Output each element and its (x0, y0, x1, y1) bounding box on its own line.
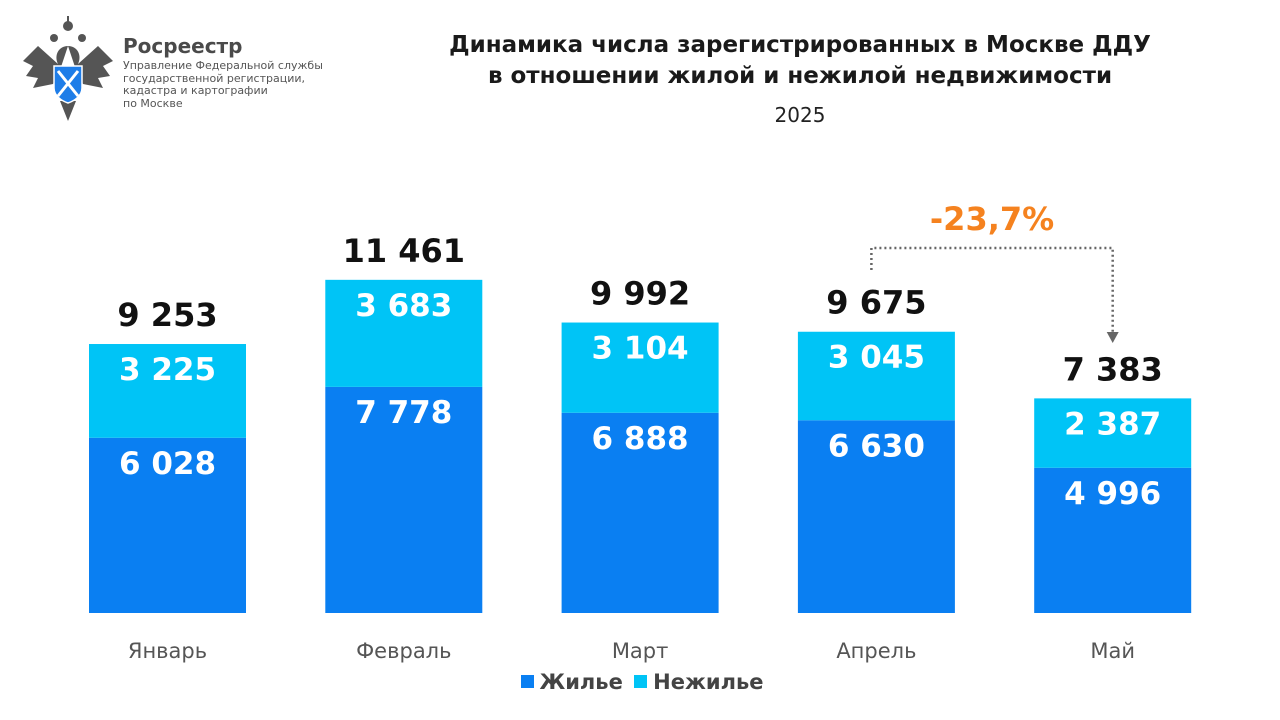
annotation-arrow-line (870, 246, 1114, 332)
subtitle-line: кадастра и картографии (123, 84, 268, 97)
segment-label: 6 888 (592, 421, 689, 457)
bar-segment-residential (89, 437, 246, 613)
category-label: Февраль (356, 639, 451, 663)
bar-segment-residential (325, 386, 483, 613)
segment-label: 3 104 (592, 331, 689, 367)
legend-label-nonresidential: Нежилье (653, 670, 764, 694)
total-label: 9 675 (826, 284, 926, 322)
category-label: Март (612, 639, 669, 663)
bar-segment-nonresidential (1034, 398, 1192, 468)
bar-segment-nonresidential (325, 279, 483, 387)
bar-segment-residential (1034, 467, 1192, 613)
subtitle-line: Управление Федеральной службы (123, 59, 323, 72)
arrow-head-icon (1106, 332, 1119, 343)
subtitle-line: государственной регистрации, (123, 71, 305, 85)
segment-label: 2 387 (1064, 406, 1161, 442)
total-label: 9 992 (590, 275, 690, 313)
total-label: 9 253 (117, 296, 217, 334)
title-line: в отношении жилой и нежилой недвижимости (487, 63, 1113, 89)
chart-subtitle: 2025 (774, 103, 826, 127)
total-label: 11 461 (343, 232, 465, 270)
segment-label: 4 996 (1064, 476, 1161, 512)
bar-segment-nonresidential (89, 344, 246, 438)
bar-segment-residential (797, 420, 955, 613)
bar-segment-nonresidential (797, 331, 955, 421)
category-label: Апрель (836, 639, 916, 663)
category-label: Январь (128, 639, 207, 663)
segment-label: 3 683 (355, 288, 452, 324)
legend-label-residential: Жилье (539, 670, 623, 694)
segment-label: 3 045 (828, 340, 925, 376)
legend: Жилье Нежилье (0, 670, 1280, 694)
bar-segment-nonresidential (561, 322, 719, 413)
total-label: 7 383 (1063, 350, 1163, 388)
subtitle-line: по Москве (123, 96, 183, 110)
segment-label: 3 225 (119, 352, 216, 388)
bar-segment-residential (561, 412, 719, 613)
brand-name: Росреестр (123, 34, 243, 58)
brand-subtitle: Управление Федеральной службы государств… (123, 59, 323, 110)
title-line: Динамика числа зарегистрированных в Моск… (449, 32, 1151, 58)
chart-title: Динамика числа зарегистрированных в Моск… (390, 30, 1210, 92)
category-label: Май (1090, 639, 1135, 663)
segment-label: 6 630 (828, 428, 925, 464)
change-annotation: -23,7% (930, 200, 1054, 238)
eagle-emblem-icon (23, 16, 113, 121)
legend-swatch-nonresidential (634, 675, 648, 688)
segment-label: 7 778 (355, 395, 452, 431)
legend-swatch-residential (520, 675, 534, 688)
segment-label: 6 028 (119, 446, 216, 482)
